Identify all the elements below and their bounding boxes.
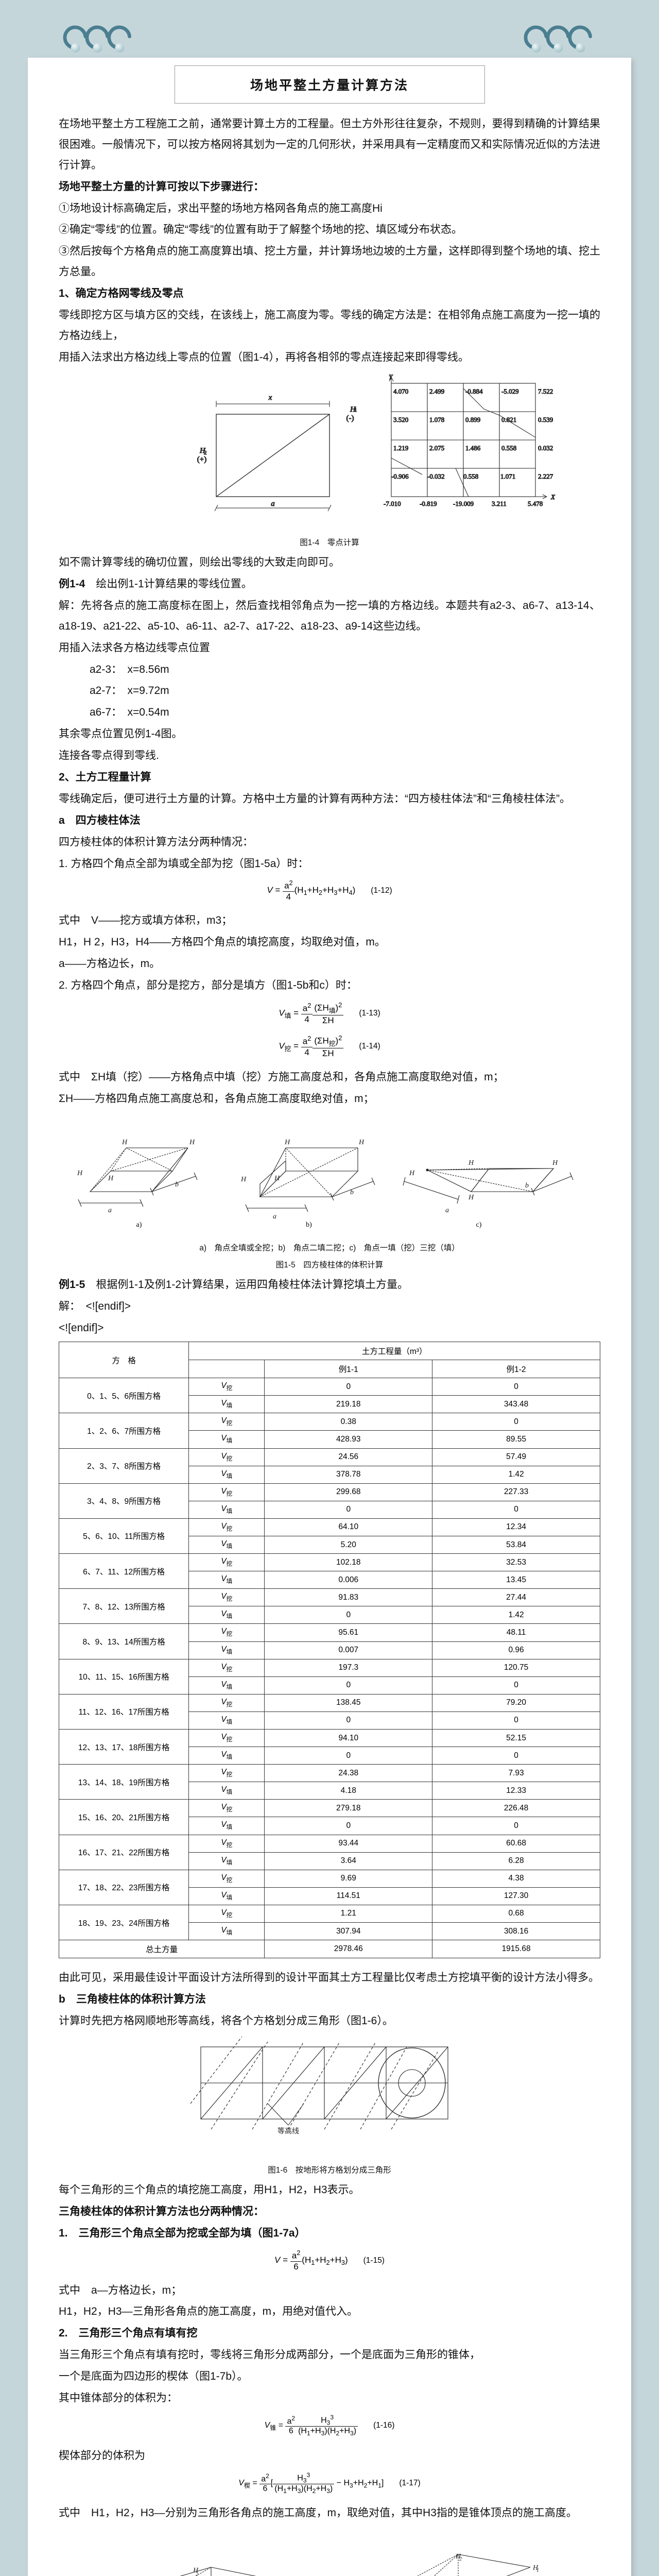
svg-text:(+): (+) [197,455,206,464]
svg-text:H: H [274,1175,280,1182]
svg-text:0.032: 0.032 [538,444,553,452]
svg-text:b): b) [306,1221,312,1229]
svg-text:1: 1 [354,407,357,413]
svg-text:(-): (-) [346,414,354,422]
svg-text:b: b [350,1189,354,1196]
svg-text:x: x [268,394,272,402]
svg-text:2.499: 2.499 [429,387,444,395]
svg-text:0.539: 0.539 [538,416,553,423]
svg-text:a): a) [136,1221,142,1229]
svg-text:a: a [271,500,275,508]
svg-text:a: a [108,1207,112,1214]
svg-text:H: H [358,1139,365,1146]
svg-text:c): c) [476,1221,482,1229]
svg-text:2.075: 2.075 [429,444,444,452]
svg-text:0.558: 0.558 [501,444,516,452]
svg-text:H: H [468,1194,474,1201]
svg-text:2: 2 [459,2556,462,2562]
svg-text:b: b [525,1182,529,1190]
svg-text:H: H [552,1159,558,1167]
svg-text:H: H [409,1170,415,1177]
svg-text:-0.032: -0.032 [427,472,445,480]
svg-text:1.486: 1.486 [465,444,481,452]
svg-text:-7.010: -7.010 [384,500,401,507]
svg-text:a: a [445,1207,449,1214]
svg-text:7.522: 7.522 [538,387,553,395]
svg-text:X: X [550,493,556,501]
svg-text:0.899: 0.899 [465,416,480,423]
svg-text:1.078: 1.078 [429,416,444,423]
svg-text:1.071: 1.071 [500,472,515,480]
svg-text:H: H [122,1139,128,1146]
svg-text:等高线: 等高线 [278,2127,299,2136]
svg-text:2: 2 [196,2572,198,2576]
svg-text:3.211: 3.211 [492,500,507,507]
svg-text:0.558: 0.558 [463,472,478,480]
svg-text:1.219: 1.219 [393,444,408,452]
svg-text:-0.884: -0.884 [465,387,483,395]
svg-text:H: H [77,1170,83,1177]
svg-text:a: a [273,1213,276,1221]
svg-text:5.478: 5.478 [528,500,543,507]
svg-text:1: 1 [536,2568,539,2573]
svg-text:-5.029: -5.029 [501,387,519,395]
svg-text:b: b [175,1181,179,1189]
svg-text:H: H [284,1139,290,1146]
svg-text:0.821: 0.821 [501,416,516,423]
svg-text:2.227: 2.227 [538,472,553,480]
svg-text:H: H [189,1139,195,1146]
svg-text:3.520: 3.520 [393,416,408,423]
svg-text:-0.819: -0.819 [420,500,437,507]
svg-text:-19.009: -19.009 [453,500,474,507]
svg-text:H: H [240,1176,247,1183]
svg-text:4.070: 4.070 [393,387,408,395]
svg-text:H: H [468,1159,474,1167]
svg-text:-0.906: -0.906 [391,472,409,480]
svg-text:H: H [108,1175,114,1182]
